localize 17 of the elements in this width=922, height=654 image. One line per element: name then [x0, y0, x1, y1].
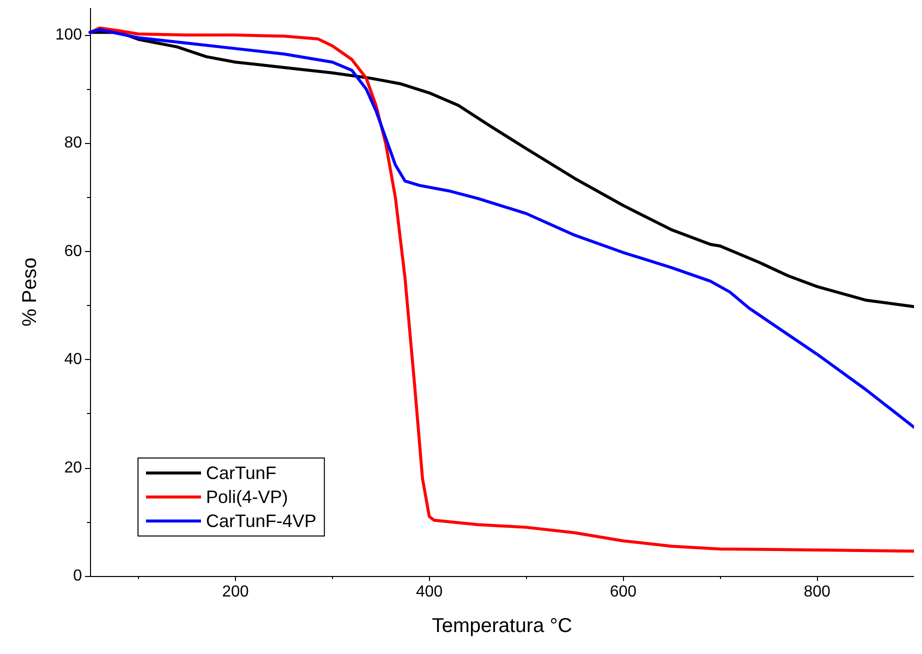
y-tick-label: 0 — [73, 568, 82, 584]
x-tick-label: 400 — [416, 584, 443, 600]
y-tick-label: 40 — [64, 351, 82, 368]
y-tick-label: 100 — [55, 26, 82, 44]
legend-label: Poli(4-VP) — [206, 487, 288, 507]
y-tick-label: 80 — [64, 134, 82, 152]
y-tick-label: 60 — [64, 242, 82, 260]
x-axis-title: Temperatura °C — [432, 615, 572, 637]
x-tick-label: 800 — [804, 584, 831, 600]
legend-label: CarTunF — [206, 463, 276, 483]
y-axis-title: % Peso — [19, 258, 41, 326]
y-tick-label: 20 — [64, 459, 82, 476]
x-tick-label: 200 — [222, 584, 249, 600]
line-series — [88, 26, 914, 553]
x-tick-label: 600 — [610, 584, 637, 600]
line-series — [88, 28, 914, 429]
legend-label: CarTunF-4VP — [206, 511, 316, 531]
